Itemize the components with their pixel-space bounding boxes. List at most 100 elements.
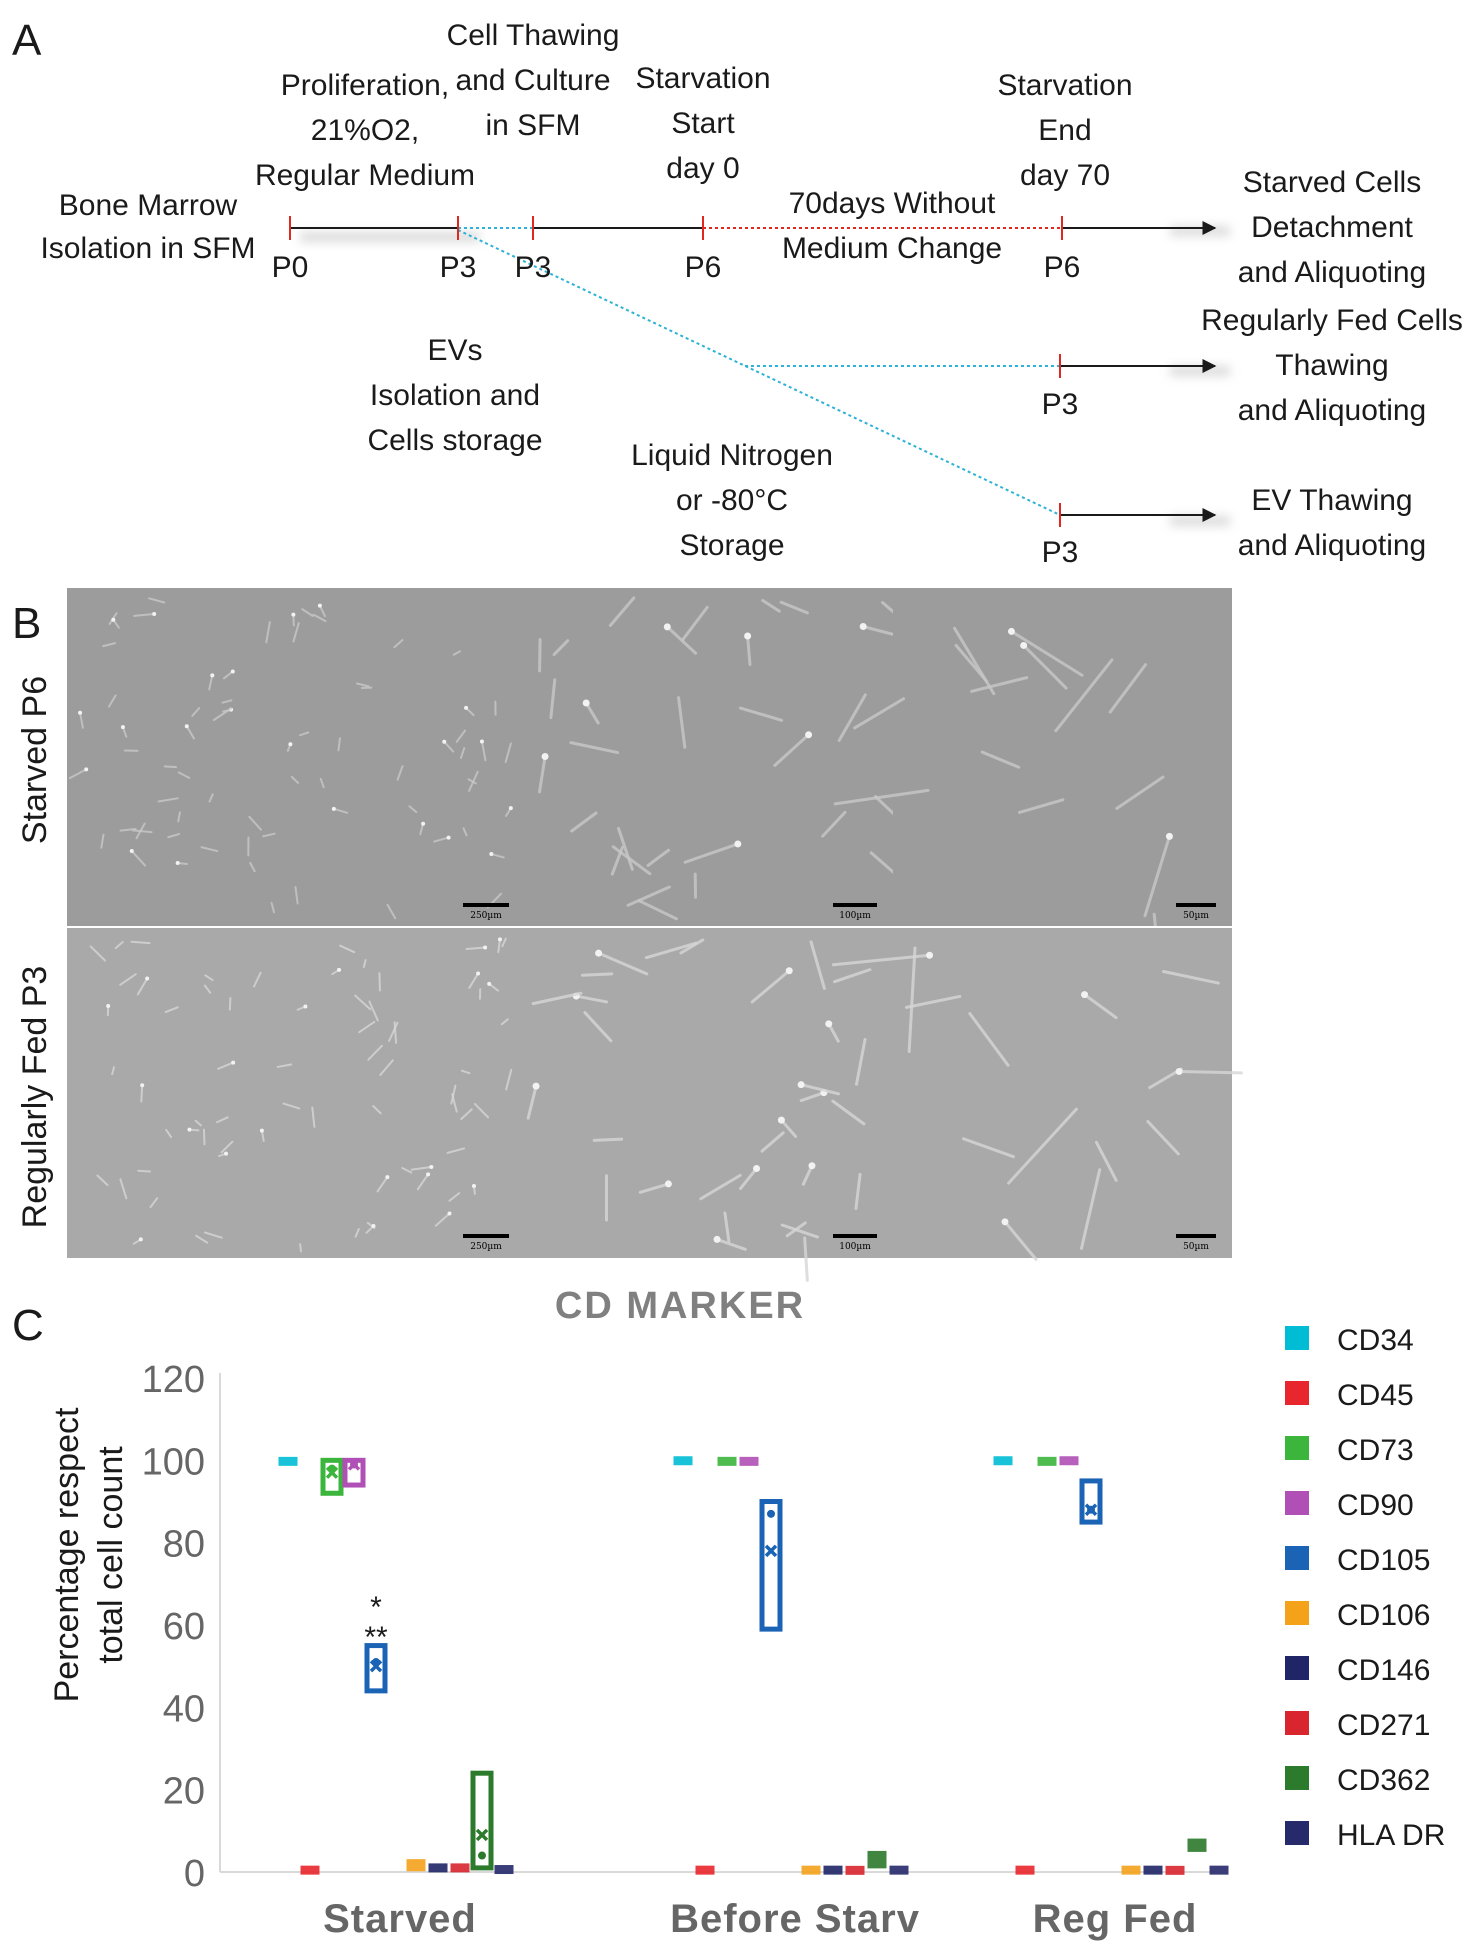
label-bone-marrow: Bone Marrow Isolation in SFM [40,189,255,265]
label-starvation-start: Starvation Start day 0 [635,62,770,185]
box-cd362-2 [867,1850,887,1869]
micrograph-starved-3: 50µm [833,588,1232,959]
label-regularly-fed: Regularly Fed Cells Thawing and Aliquoting [1201,304,1463,427]
y-tick-label: 100 [142,1441,205,1483]
x-tick-label: Starved [323,1897,477,1941]
scale-bar-label: 250µm [470,911,502,921]
timeline-ticks [289,216,1063,527]
scale-bar-label: 100µm [839,1242,871,1252]
box-cd34-3 [993,1456,1013,1466]
micrograph-starved-2: 100µm [525,588,914,927]
panel-letter-a: A [12,16,42,65]
row-label-starved: Starved P6 [16,676,54,844]
box-cd90-2 [739,1456,759,1466]
legend-item-cd34: CD34 [1285,1324,1414,1357]
box-hla-dr-1 [494,1865,514,1875]
box-cd271-3 [1165,1865,1185,1875]
scale-bar-label: 50µm [1183,1242,1209,1252]
legend-swatch [1285,1766,1309,1790]
passage-label-p6: P6 [685,251,722,284]
box-cd146-1 [428,1863,448,1873]
legend-label: CD106 [1337,1599,1430,1632]
legend-label: CD34 [1337,1324,1414,1357]
legend-item-cd105: CD105 [1285,1544,1430,1577]
panel-c: C CD MARKER Percentage respect total cell… [12,1285,1445,1941]
y-tick-label: 20 [163,1771,205,1813]
box-cd105-3 [1079,1478,1103,1525]
x-tick-label: Before Starv [670,1897,920,1941]
significance-single-star: * [370,1591,382,1624]
label-ev-thawing: EV Thawing and Aliquoting [1238,484,1427,562]
significance-double-star: ** [364,1621,388,1654]
legend-swatch [1285,1656,1309,1680]
box-cd34-2 [673,1456,693,1466]
label-storage: Liquid Nitrogen or -80°C Storage [631,439,833,562]
box-cd73-3 [1037,1456,1057,1466]
legend-swatch [1285,1711,1309,1735]
passage-label-p3-thaw: P3 [515,251,552,284]
panel-a: A P0 P3 P3 P6 [12,16,1463,569]
chart-title: CD MARKER [555,1285,805,1327]
label-evs-isolation: EVs Isolation and Cells storage [367,334,542,457]
box-cd45-3 [1015,1865,1035,1875]
legend-swatch [1285,1821,1309,1845]
legend-item-cd362: CD362 [1285,1764,1430,1797]
legend-label: CD362 [1337,1764,1430,1797]
box-cd146-3 [1143,1865,1163,1875]
label-proliferation: Proliferation, 21%O2, Regular Medium [255,69,475,192]
passage-label-p3-fed: P3 [1042,388,1079,421]
panel-letter-c: C [12,1301,44,1350]
box-cd271-2 [845,1865,865,1875]
legend-swatch [1285,1436,1309,1460]
box-cd73-2 [717,1456,737,1466]
chart-legend: CD34 CD45 CD73 CD90 CD105 CD106 CD146 CD271 CD36… [1285,1324,1445,1852]
x-tick-label: Reg Fed [1033,1897,1198,1941]
passage-label-p0: P0 [272,251,309,284]
legend-label: CD90 [1337,1489,1414,1522]
box-cd34-1 [278,1456,298,1466]
label-starvation-end: Starvation End day 70 [997,69,1132,192]
y-tick-label: 60 [163,1606,205,1648]
passage-label-p6-end: P6 [1044,251,1081,284]
legend-item-cd146: CD146 [1285,1654,1430,1687]
legend-item-cd271: CD271 [1285,1709,1430,1742]
micrograph-starved-1: 250µm [67,588,525,927]
legend-label: CD146 [1337,1654,1430,1687]
box-hla-dr-2 [889,1865,909,1875]
label-starved-cells: Starved Cells Detachment and Aliquoting [1238,166,1427,289]
box-cd73-1 [320,1457,344,1496]
y-tick-label: 40 [163,1688,205,1730]
legend-swatch [1285,1491,1309,1515]
box-hla-dr-3 [1209,1865,1229,1875]
micrograph-fed-2: 100µm [525,927,893,1282]
y-axis-label: Percentage respect total cell count [48,1407,130,1702]
legend-item-cd73: CD73 [1285,1434,1414,1467]
box-cd45-2 [695,1865,715,1875]
panel-b: B Starved P6 Regularly Fed P3 250µm 100µm… [12,588,1243,1282]
label-no-medium-change: 70days Without Medium Change [782,187,1002,265]
y-tick-label: 0 [184,1853,205,1895]
box-cd146-2 [823,1865,843,1875]
legend-swatch [1285,1546,1309,1570]
passage-label-p3-ev: P3 [1042,536,1079,569]
passage-label-p3: P3 [440,251,477,284]
legend-item-cd45: CD45 [1285,1379,1414,1412]
box-cd106-3 [1121,1865,1141,1875]
panel-letter-b: B [12,599,41,648]
box-cd90-3 [1059,1456,1079,1466]
legend-label: CD73 [1337,1434,1414,1467]
row-label-regularly-fed: Regularly Fed P3 [16,966,54,1229]
box-cd105-1 [364,1643,388,1694]
box-cd271-1 [450,1863,470,1873]
legend-swatch [1285,1381,1309,1405]
scale-bar-label: 250µm [470,1242,502,1252]
y-tick-label: 80 [163,1524,205,1566]
box-cd45-1 [300,1865,320,1875]
legend-item-cd106: CD106 [1285,1599,1430,1632]
scale-bar-label: 100µm [839,911,871,921]
legend-item-hla-dr: HLA DR [1285,1819,1445,1852]
box-cd362-1 [470,1770,494,1871]
box-cd90-1 [342,1457,366,1488]
legend-label: HLA DR [1337,1819,1445,1852]
